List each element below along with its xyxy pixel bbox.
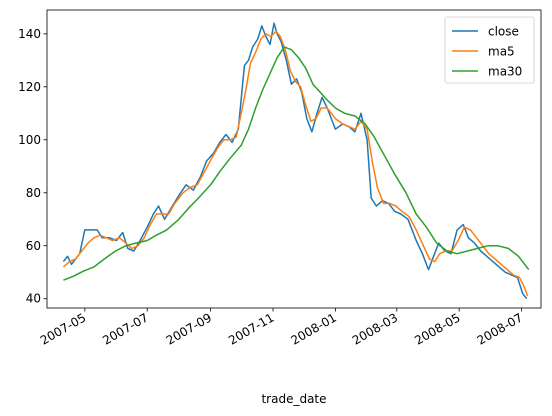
y-tick-label: 60 — [26, 239, 41, 253]
y-tick-label: 120 — [18, 80, 41, 94]
legend-label-ma30: ma30 — [488, 65, 522, 79]
series-layer — [62, 22, 530, 300]
y-axis: 40 60 80 100 120 140 — [18, 27, 47, 306]
y-tick-label: 40 — [26, 292, 41, 306]
legend-label-close: close — [488, 25, 519, 39]
x-axis-title: trade_date — [261, 392, 326, 406]
y-tick-label: 100 — [18, 133, 41, 147]
plot-frame — [46, 9, 542, 309]
legend: close ma5 ma30 — [444, 16, 535, 84]
series-line-ma5 — [62, 30, 529, 297]
legend-label-ma5: ma5 — [488, 45, 515, 59]
y-tick-label: 140 — [18, 27, 41, 41]
y-tick-label: 80 — [26, 186, 41, 200]
series-line-ma30 — [63, 46, 530, 281]
legend-box — [444, 16, 535, 84]
